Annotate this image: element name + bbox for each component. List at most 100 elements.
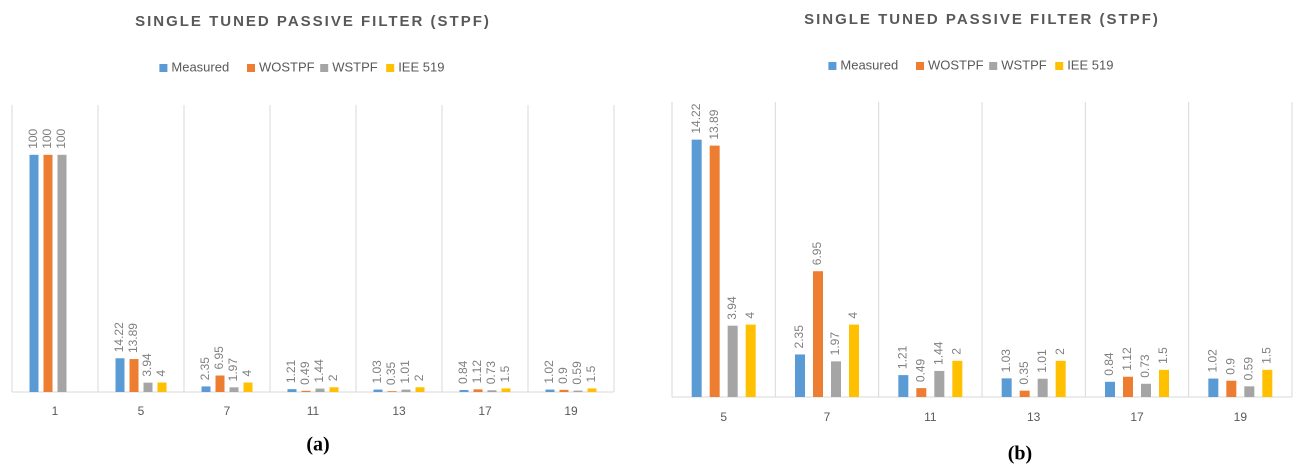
bar [57, 154, 67, 392]
data-label: 4 [154, 370, 168, 377]
bar [1262, 369, 1273, 397]
data-label: 100 [40, 128, 54, 148]
bar [952, 360, 963, 397]
x-tick-label: 5 [720, 410, 727, 424]
bar [43, 154, 53, 392]
data-label: 14.22 [112, 322, 126, 352]
data-label: 2.35 [792, 325, 806, 349]
bar [129, 359, 139, 392]
bar [373, 389, 383, 392]
x-tick-label: 13 [1027, 410, 1041, 424]
data-label: 1.12 [1120, 347, 1134, 371]
bar [415, 387, 425, 392]
bar [329, 387, 339, 392]
data-label: 0.59 [570, 361, 584, 385]
data-label: 4 [743, 312, 757, 319]
bar [795, 354, 805, 397]
data-label: 1.02 [1206, 349, 1220, 373]
bar [401, 389, 411, 392]
data-label: 0.84 [456, 360, 470, 384]
x-tick-label: 19 [1234, 410, 1248, 424]
data-label: 13.89 [126, 323, 140, 353]
bar [29, 154, 39, 392]
data-label: 0.49 [298, 361, 312, 385]
bar [1244, 386, 1255, 397]
chart-title: SINGLE TUNED PASSIVE FILTER (STPF) [135, 13, 491, 30]
x-tick-label: 7 [824, 410, 831, 424]
legend-swatch [247, 64, 255, 72]
data-label: 2 [326, 374, 340, 381]
bar [849, 324, 859, 397]
legend-label: Measured [840, 57, 898, 72]
bar [1226, 380, 1237, 397]
bar [1019, 390, 1030, 397]
legend-swatch [1055, 62, 1064, 70]
data-label: 4 [846, 312, 860, 319]
bar [709, 145, 720, 397]
legend-swatch [828, 62, 837, 70]
bar [1055, 360, 1066, 397]
bar [229, 387, 239, 392]
legend-swatch [989, 62, 998, 70]
bar [691, 139, 702, 397]
bar [934, 370, 945, 397]
data-label: 3.94 [725, 296, 739, 320]
data-label: 0.73 [484, 361, 498, 385]
data-label: 1.44 [932, 341, 946, 365]
data-label: 1.97 [226, 358, 240, 382]
legend-swatch [320, 64, 329, 72]
data-label: 0.35 [1017, 361, 1031, 385]
bar [301, 390, 311, 392]
legend-swatch [916, 62, 924, 70]
chart-title: SINGLE TUNED PASSIVE FILTER (STPF) [804, 11, 1160, 28]
data-label: 1.03 [999, 349, 1013, 373]
x-tick-label: 17 [478, 404, 492, 418]
bar [115, 358, 125, 392]
bar [745, 324, 756, 397]
legend-label: IEE 519 [1067, 57, 1113, 72]
bar [201, 386, 211, 392]
x-tick-label: 1 [52, 404, 59, 418]
data-label: 1.5 [584, 365, 598, 382]
legend-label: WOSTPF [259, 59, 315, 74]
data-label: 0.84 [1102, 352, 1116, 376]
bar [545, 389, 555, 392]
legend-label: WSTPF [1001, 57, 1047, 72]
data-label: 4 [240, 370, 254, 377]
data-label: 0.59 [1242, 357, 1256, 381]
bar [501, 388, 511, 392]
bar [1159, 369, 1169, 397]
bar [831, 361, 841, 397]
bar [898, 375, 909, 397]
bar [287, 389, 297, 392]
bar [727, 325, 738, 397]
bar [813, 271, 823, 397]
data-label: 1.01 [398, 360, 412, 384]
data-label: 2 [412, 374, 426, 381]
bar [315, 388, 325, 392]
bar [1001, 378, 1012, 397]
bar [916, 388, 927, 397]
bar [1208, 378, 1219, 397]
legend-label: IEE 519 [398, 59, 444, 74]
data-label: 3.94 [140, 353, 154, 377]
data-label: 2 [950, 348, 964, 355]
data-label: 13.89 [707, 109, 721, 139]
bar [473, 389, 483, 392]
data-label: 1.44 [312, 359, 326, 383]
bar [587, 388, 597, 392]
x-tick-label: 5 [138, 404, 145, 418]
data-label: 0.9 [1224, 358, 1238, 375]
data-label: 1.03 [370, 360, 384, 384]
data-label: 0.49 [914, 358, 928, 382]
data-label: 1.01 [1035, 349, 1049, 373]
data-label: 1.5 [1156, 347, 1170, 364]
legend-label: Measured [171, 59, 229, 74]
bar [143, 382, 153, 392]
bar [559, 389, 569, 392]
x-tick-label: 17 [1130, 410, 1144, 424]
legend-label: WSTPF [332, 59, 378, 74]
data-label: 6.95 [810, 242, 824, 266]
legend-label: WOSTPF [928, 57, 984, 72]
bar [215, 375, 225, 392]
